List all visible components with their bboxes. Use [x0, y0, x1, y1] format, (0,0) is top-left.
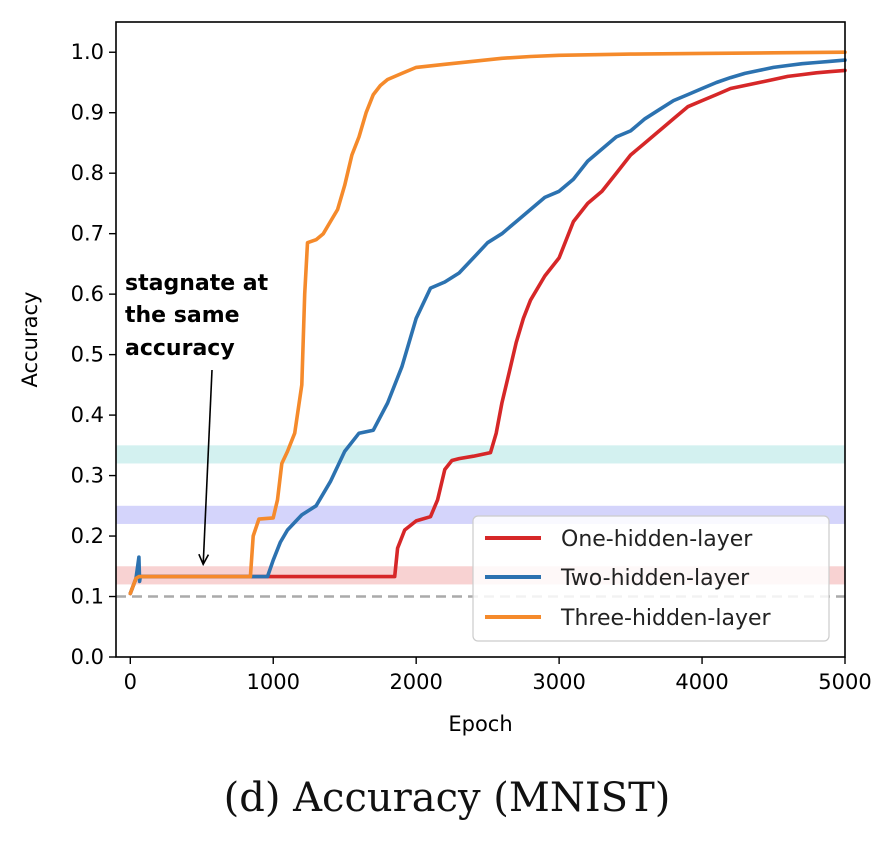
y-tick-label: 0.4: [71, 403, 104, 427]
y-tick-label: 0.0: [71, 645, 104, 669]
legend-box: [472, 515, 830, 642]
x-axis-ticks: 0 1000 2000 3000 4000 5000: [124, 657, 872, 694]
series-line-2: [128, 50, 847, 596]
annotation-arrow: [202, 369, 213, 565]
figure-caption: (d) Accuracy (MNIST): [223, 775, 671, 821]
legend-label-one-hidden: One-hidden-layer: [561, 527, 753, 552]
y-tick-label: 0.8: [71, 161, 104, 185]
series-line-0: [128, 68, 847, 596]
accuracy-chart: 0 1000 2000 3000 4000 5000 0.0 0.1 0.2 0.3 0.4 0.5…: [18, 21, 872, 736]
y-tick-label: 0.1: [71, 585, 104, 609]
x-axis-label: Epoch: [448, 712, 512, 736]
y-tick-label: 0.6: [71, 282, 104, 306]
legend-label-two-hidden: Two-hidden-layer: [560, 566, 750, 591]
x-tick-label: 5000: [818, 670, 871, 694]
series-lines: [128, 50, 847, 596]
annotation-arrowhead: [198, 553, 210, 567]
y-axis-label: Accuracy: [18, 292, 42, 388]
annotation-line-2: the same: [125, 303, 240, 328]
legend-label-three-hidden: Three-hidden-layer: [560, 606, 772, 631]
y-tick-label: 0.2: [71, 524, 104, 548]
y-tick-label: 0.3: [71, 464, 104, 488]
annotation-line-1: stagnate at: [125, 271, 269, 296]
x-tick-label: 2000: [389, 670, 442, 694]
x-tick-label: 4000: [675, 670, 728, 694]
x-tick-label: 3000: [532, 670, 585, 694]
series-line-1: [128, 58, 847, 596]
annotation-line-3: accuracy: [125, 336, 235, 361]
legend: One-hidden-layer Two-hidden-layer Three-…: [472, 515, 830, 642]
x-tick-label: 1000: [247, 670, 300, 694]
y-tick-label: 0.5: [71, 343, 104, 367]
plot-frame: [115, 21, 846, 658]
annotation: stagnate at the same accuracy: [125, 271, 269, 567]
y-tick-label: 1.0: [71, 40, 104, 64]
x-tick-label: 0: [124, 670, 137, 694]
y-tick-label: 0.7: [71, 222, 104, 246]
y-axis-ticks: 0.0 0.1 0.2 0.3 0.4 0.5 0.6 0.7 0.8 0.9 1.0: [71, 40, 116, 669]
y-tick-label: 0.9: [71, 101, 104, 125]
